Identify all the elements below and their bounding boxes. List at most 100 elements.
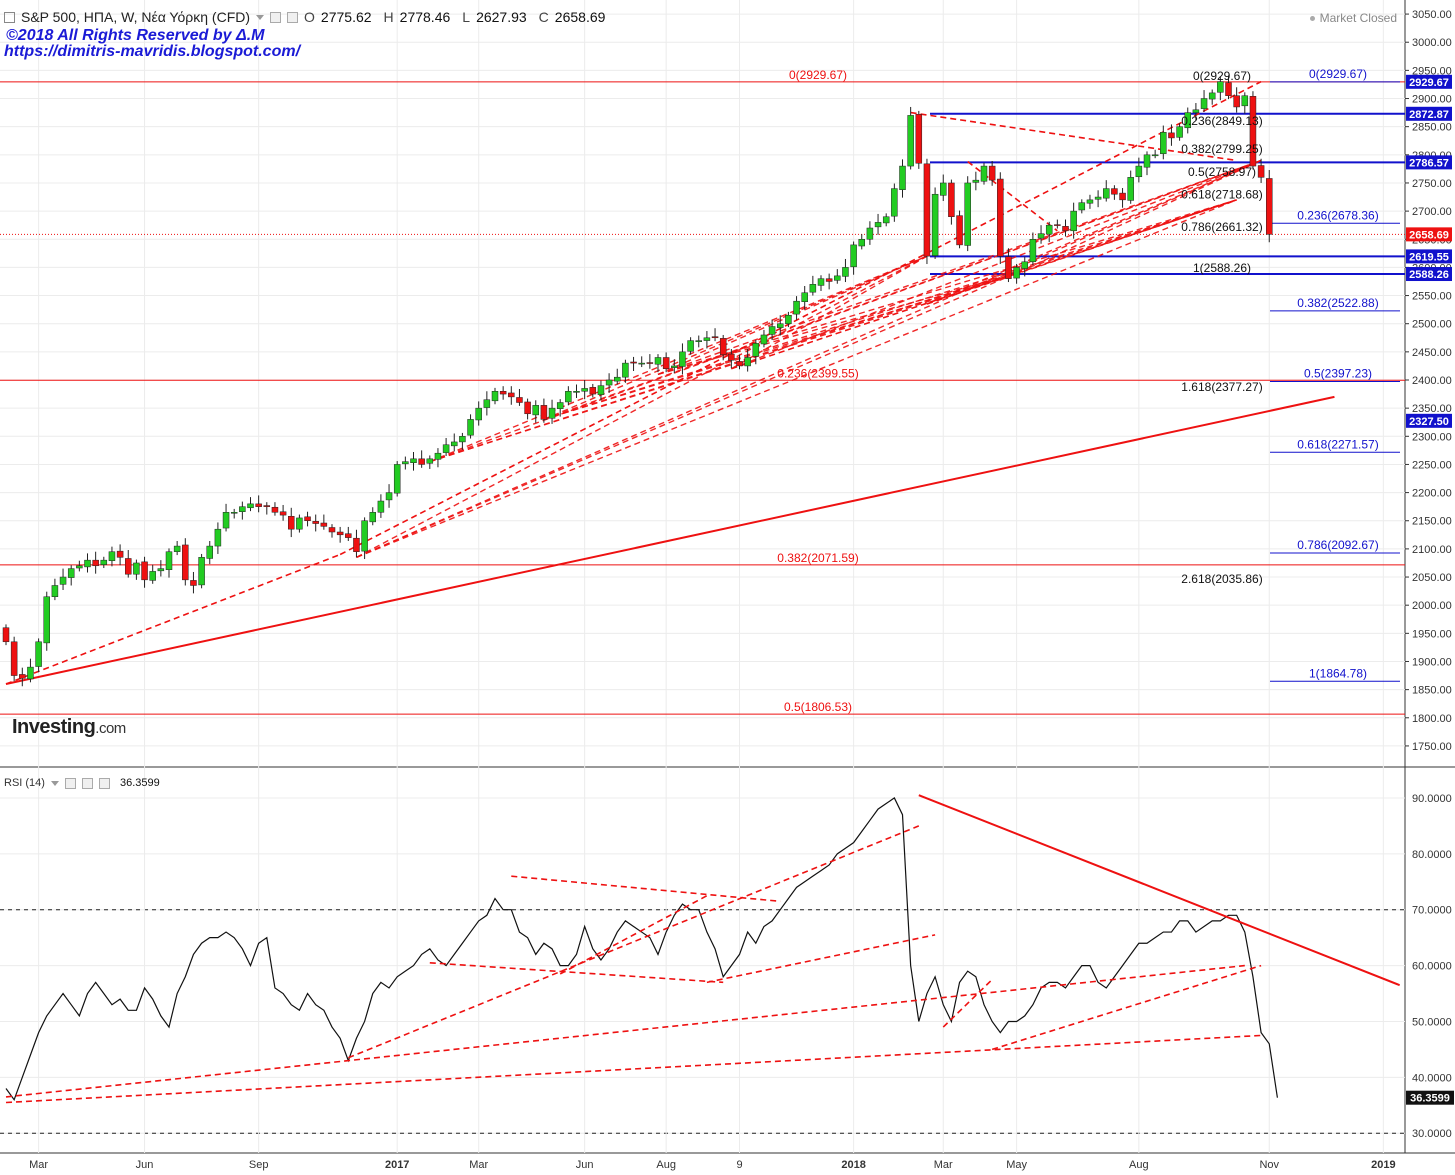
candle-up	[785, 315, 792, 324]
time-tick-label: Jun	[576, 1159, 594, 1171]
candle-up	[548, 407, 556, 419]
fan-line	[657, 255, 928, 376]
rsi-tick-label: 40.0000	[1412, 1072, 1452, 1084]
price-tag-text: 2786.57	[1409, 157, 1449, 169]
candle-up	[1217, 81, 1224, 93]
fan-line	[731, 159, 1262, 370]
candle-up	[1127, 177, 1134, 201]
candle-down	[353, 537, 360, 552]
candle-up	[84, 559, 91, 568]
candle-down	[516, 397, 523, 403]
price-tick-label: 2300.00	[1412, 431, 1452, 443]
candle-down	[255, 503, 262, 507]
candle-up	[100, 559, 108, 565]
candle-up	[777, 323, 784, 328]
fan-line	[356, 255, 928, 558]
trendline	[5, 553, 341, 685]
candle-up	[108, 551, 116, 561]
settings-icon[interactable]	[270, 11, 282, 23]
candle-up	[1143, 154, 1151, 168]
price-tag	[1406, 74, 1452, 89]
candle-up	[671, 365, 678, 368]
candle-down	[589, 387, 597, 395]
candle-up	[1160, 132, 1167, 154]
rsi-trendline	[991, 964, 1262, 1051]
candle-up	[687, 340, 694, 352]
level-label: 0.382(2071.59)	[777, 551, 858, 565]
price-tick-label: 2950.00	[1412, 65, 1452, 77]
fan-line	[657, 159, 1262, 376]
time-tick-label: Mar	[934, 1159, 953, 1171]
candle-down	[524, 401, 531, 415]
candle-up	[1070, 210, 1077, 232]
candle-down	[263, 505, 271, 507]
menu-icon[interactable]	[4, 11, 15, 23]
candle-down	[1257, 165, 1265, 178]
candle-up	[891, 188, 898, 217]
fib-label: 1.618(2377.27)	[1181, 380, 1262, 394]
fan-line	[429, 199, 1237, 463]
price-tag-text: 2327.50	[1409, 416, 1449, 428]
fib-label: 0.236(2849.13)	[1181, 114, 1262, 128]
candle-down	[116, 550, 124, 558]
candle-down	[923, 163, 931, 257]
rsi-trendline	[706, 934, 936, 984]
visibility-icon[interactable]	[64, 777, 76, 789]
time-tick-label: 2017	[385, 1159, 409, 1171]
candle-down	[125, 558, 132, 575]
candle-up	[801, 292, 808, 302]
rsi-trendline	[347, 825, 920, 1059]
close-label: C	[538, 9, 549, 25]
fan-line	[926, 159, 1262, 305]
candle-up	[817, 278, 825, 286]
candle-down	[719, 338, 727, 355]
candle-down	[10, 641, 18, 676]
candle-up	[35, 641, 42, 667]
candle-up	[1013, 267, 1020, 279]
candle-up	[377, 500, 385, 513]
candle-up	[173, 545, 181, 552]
candle-down	[1249, 96, 1257, 167]
rsi-trendline	[942, 978, 993, 1028]
candle-up	[76, 565, 83, 569]
candle-up	[1241, 95, 1249, 107]
candle-up	[760, 334, 768, 345]
price-tag	[1406, 227, 1452, 242]
price-tick-label: 2900.00	[1412, 94, 1452, 106]
blog-url: https://dimitris-mavridis.blogspot.com/	[4, 43, 301, 60]
price-tick-label: 2050.00	[1412, 572, 1452, 584]
candle-up	[1078, 202, 1086, 211]
close-icon[interactable]	[287, 11, 299, 23]
candle-up	[451, 441, 458, 447]
candle-up	[793, 300, 800, 315]
candle-down	[304, 516, 311, 521]
copyright-notice: ©2018 All Rights Reserved by Δ.M	[6, 27, 265, 44]
price-tag	[1406, 106, 1452, 121]
fib-blue-label: 0(2929.67)	[1309, 67, 1367, 81]
candle-up	[703, 337, 711, 341]
price-tag	[1406, 155, 1452, 170]
fib-label: 0.786(2661.32)	[1181, 220, 1262, 234]
time-tick-label: 9	[736, 1159, 742, 1171]
candle-up	[247, 503, 254, 509]
candle-down	[1005, 256, 1012, 279]
fib-blue-label: 0.236(2678.36)	[1297, 208, 1378, 222]
chevron-down-icon[interactable]	[256, 14, 265, 20]
price-tag-text: 2658.69	[1409, 229, 1449, 241]
candle-down	[988, 165, 996, 181]
fan-line	[356, 199, 1237, 558]
candle-down	[1225, 82, 1232, 96]
close-icon[interactable]	[98, 777, 110, 789]
candle-up	[410, 458, 417, 464]
price-tag-text: 2619.55	[1409, 251, 1449, 263]
candle-up	[744, 357, 751, 367]
candle-up	[157, 568, 165, 572]
settings-icon[interactable]	[81, 777, 93, 789]
candle-down	[1111, 188, 1118, 195]
chevron-down-icon[interactable]	[50, 780, 59, 786]
candle-up	[214, 528, 222, 547]
price-tag-text: 2588.26	[1409, 269, 1449, 281]
price-tick-label: 3000.00	[1412, 37, 1452, 49]
candle-up	[1135, 165, 1143, 178]
candle-up	[296, 517, 303, 530]
